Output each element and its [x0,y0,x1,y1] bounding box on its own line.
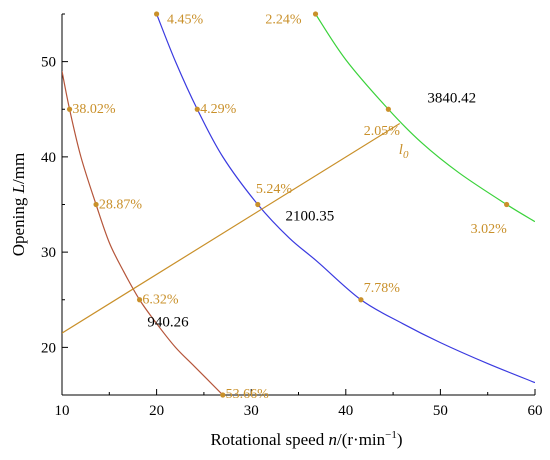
y-axis-title-var: L [9,184,28,194]
x-tick-label: 10 [55,403,70,419]
y-tick-label: 20 [41,340,56,356]
speed-label: 2100.35 [285,209,334,225]
x-axis-title-sup: −1 [385,429,397,441]
data-point-marker [194,106,200,112]
x-axis-title: Rotational speed n/(r·min−1) [210,429,402,449]
data-point-marker [255,201,261,208]
series-line-curve_blue [156,14,535,384]
data-point-marker [136,297,143,303]
series-line-curve_green [315,14,535,223]
x-axis-title-close: ) [397,430,403,449]
series-line-curve_red [62,71,224,395]
series-line-l0_line [62,123,401,334]
y-tick-label: 50 [41,55,56,71]
percent-label: 5.24% [256,182,293,197]
data-point-marker [504,201,510,208]
x-axis-title-unit: /(r·min [337,430,386,449]
x-axis-title-var: n [328,430,337,449]
x-tick-label: 50 [433,403,448,419]
data-point-marker [154,11,160,17]
percent-label: 28.87% [99,197,143,212]
y-axis-title: Opening L/mm [9,153,28,256]
markers [66,11,510,398]
percent-label: 53.66% [226,387,270,402]
percent-label: 6.32% [142,293,179,308]
x-tick-label: 40 [338,403,353,419]
axes: 10 20 30 40 50 60 20 30 40 50 Rotational speed n/(… [9,13,543,449]
data-point-marker [220,392,226,398]
percent-label: 2.24% [265,13,302,28]
x-axis-title-text: Rotational speed [210,430,328,449]
speed-label: 940.26 [147,314,189,330]
x-tick-label: 60 [528,403,543,419]
data-point-marker [93,201,99,208]
labels: 38.02% 28.87% 6.32% 53.66% 4.45% 4.29% 5.24% 7.… [72,13,507,402]
speed-label: 3840.42 [427,91,476,107]
percent-label: 4.45% [167,13,204,28]
x-tick-label: 30 [244,403,259,419]
percent-label: 3.02% [471,222,508,237]
data-point-marker [358,297,364,303]
l0-label-main: l [399,142,403,158]
data-point-marker [66,106,73,112]
data-point-marker [312,11,319,17]
l0-label-sub: 0 [403,149,409,161]
y-axis-title-text: Opening [9,193,28,256]
percent-label: 4.29% [200,102,237,117]
l0-line-label: l0 [399,142,409,161]
percent-label: 7.78% [364,281,401,296]
y-tick-label: 40 [41,150,56,166]
y-tick-label: 30 [41,245,56,261]
data-point-marker [385,106,391,112]
y-axis-title-unit: /mm [9,153,28,184]
percent-label: 38.02% [72,102,116,117]
x-tick-label: 20 [149,403,164,419]
percent-label: 2.05% [364,124,401,139]
